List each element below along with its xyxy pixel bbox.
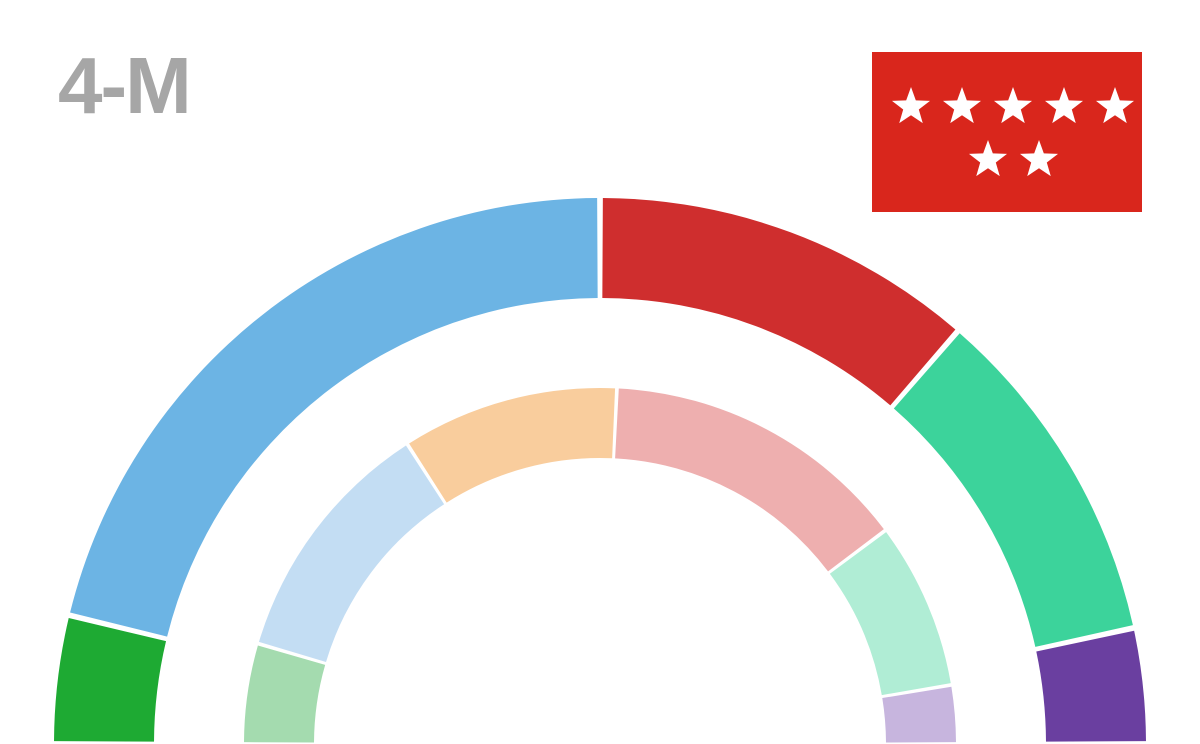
inner-segment-vox-prev [244,645,325,742]
inner-segment-psoe-prev [615,389,884,572]
outer-segment-psoe [602,198,955,405]
inner-segment-cs-prev [409,388,615,503]
page-title: 4-M [58,40,190,132]
inner-segment-podemos-prev [882,687,956,743]
outer-segment-mas-madrid [894,333,1133,647]
hemicycle-chart [0,184,1200,744]
inner-segment-mas-madrid-prev [830,532,951,695]
outer-segment-vox [54,618,166,742]
inner-segment-pp-prev [259,446,444,662]
outer-segment-podemos [1036,631,1146,742]
